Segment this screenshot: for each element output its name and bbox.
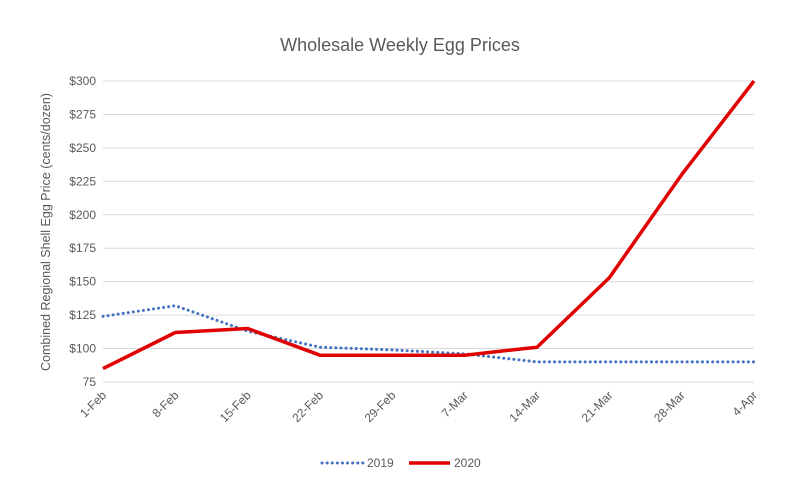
y-tick-label: 75 (83, 375, 97, 389)
y-tick-label: $250 (69, 141, 96, 155)
legend: 2019 2020 (320, 456, 481, 470)
x-tick-label: 1-Feb (77, 388, 109, 420)
chart-title: Wholesale Weekly Egg Prices (280, 35, 520, 55)
x-tick-label: 14-Mar (506, 388, 543, 425)
x-tick-label: 15-Feb (217, 388, 254, 425)
x-tick-label: 28-Mar (651, 388, 688, 425)
x-tick-label: 4-Apr (729, 388, 760, 419)
x-tick-label: 22-Feb (289, 388, 326, 425)
y-tick-label: $150 (69, 275, 96, 289)
x-axis-ticks: 1-Feb 8-Feb 15-Feb 22-Feb 29-Feb 7-Mar 14-Mar 2… (77, 388, 760, 425)
x-tick-label: 29-Feb (362, 388, 399, 425)
legend-label-2019: 2019 (367, 456, 394, 470)
x-tick-label: 21-Mar (579, 388, 616, 425)
y-tick-label: $125 (69, 308, 96, 322)
y-tick-label: $300 (69, 74, 96, 88)
x-tick-label: 7-Mar (439, 388, 471, 420)
y-tick-label: $100 (69, 342, 96, 356)
series-lines (101, 79, 756, 371)
y-tick-label: $175 (69, 241, 96, 255)
y-tick-label: $225 (69, 174, 96, 188)
legend-label-2020: 2020 (454, 456, 481, 470)
y-axis-label: Combined Regional Shell Egg Price (cents… (39, 93, 53, 371)
x-tick-label: 8-Feb (149, 388, 181, 420)
y-axis-ticks: 75 $100 $125 $150 $175 $200 $225 $250 $275 $300 (69, 74, 96, 389)
gridlines (103, 80, 754, 383)
series-line-2019 (101, 304, 756, 364)
series-line-2020 (102, 79, 756, 371)
y-tick-label: $275 (69, 107, 96, 121)
y-tick-label: $200 (69, 208, 96, 222)
